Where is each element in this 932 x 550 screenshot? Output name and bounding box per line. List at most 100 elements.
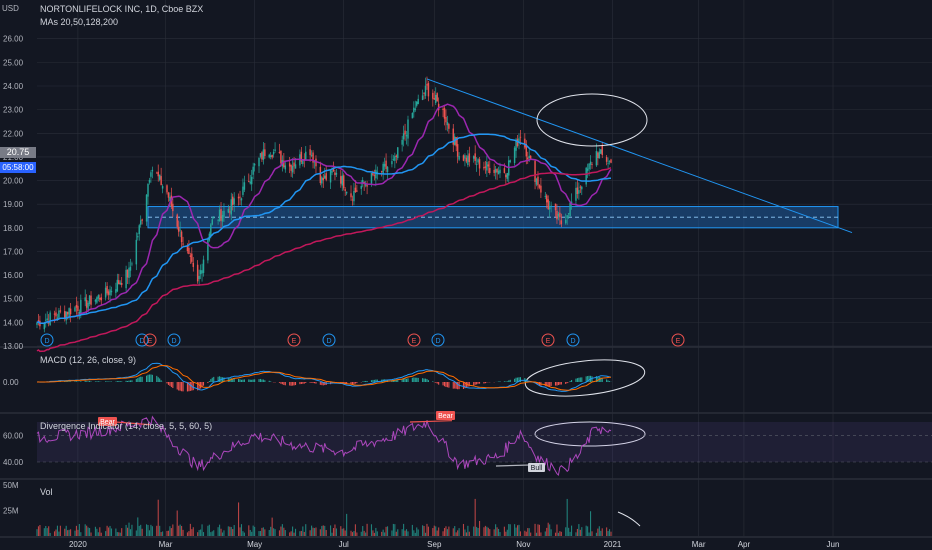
- candle-body: [104, 287, 107, 298]
- volume-title: Vol: [40, 487, 53, 497]
- candle-body: [382, 163, 384, 175]
- ma-200-line: [36, 167, 612, 353]
- candle-body: [581, 186, 583, 190]
- candle-body: [601, 145, 603, 156]
- event-marker-label: D: [570, 338, 575, 345]
- event-marker-label: D: [326, 338, 331, 345]
- candle-body: [233, 198, 235, 205]
- candle-body: [600, 149, 602, 154]
- candle-body: [36, 322, 38, 325]
- candle-body: [585, 167, 587, 185]
- annotation-ellipse-rsi: [534, 421, 646, 447]
- annotation-ellipse-macd: [524, 359, 646, 397]
- candle-body: [424, 85, 427, 96]
- candle-body: [207, 238, 209, 261]
- candle-body: [176, 214, 178, 227]
- candle-body: [578, 190, 580, 194]
- candle-body: [220, 208, 222, 221]
- candle-body: [344, 189, 346, 191]
- candle-body: [505, 174, 507, 178]
- candle-body: [138, 225, 140, 235]
- candle-body: [210, 224, 212, 237]
- candle-body: [177, 226, 180, 232]
- earnings-marker: E: [671, 333, 685, 347]
- candle-body: [538, 185, 541, 188]
- candle-body: [290, 165, 292, 171]
- candle-body: [591, 164, 593, 165]
- candle-body: [487, 164, 490, 167]
- divergence-title: Divergence Indicator (14, close, 5, 5, 6…: [40, 421, 213, 431]
- candle-body: [80, 299, 82, 316]
- candle-body: [180, 231, 183, 243]
- candle-body: [608, 161, 611, 162]
- time-tick-label: Sep: [427, 540, 442, 549]
- candle-body: [169, 196, 171, 201]
- candle-body: [566, 215, 568, 219]
- rsi-tick-label: 40.00: [3, 458, 24, 467]
- dividend-marker: D: [40, 333, 54, 347]
- candle-body: [335, 172, 338, 175]
- candle-body: [58, 310, 60, 318]
- candle-body: [569, 202, 571, 217]
- macd-signal-line: [37, 364, 611, 391]
- candle-body: [229, 211, 231, 213]
- candle-body: [88, 295, 91, 305]
- candle-body: [119, 282, 121, 285]
- price-tick-label: 24.00: [3, 82, 24, 91]
- event-marker-label: D: [435, 338, 440, 345]
- candle-body: [158, 174, 161, 180]
- candle-body: [380, 171, 383, 172]
- candle-body: [465, 157, 468, 162]
- candle-body: [610, 159, 612, 163]
- candle-body: [274, 149, 276, 151]
- candle-body: [509, 160, 511, 162]
- candle-body: [455, 137, 457, 147]
- candle-body: [484, 166, 487, 168]
- candle-body: [598, 151, 601, 159]
- bear-tag-label: Bear: [438, 413, 453, 420]
- candle-body: [364, 183, 367, 186]
- candle-body: [305, 151, 307, 160]
- candle-body: [141, 219, 143, 221]
- candle-body: [46, 318, 48, 321]
- candle-body: [518, 138, 520, 143]
- candle-body: [321, 177, 323, 184]
- candle-body: [605, 157, 608, 162]
- candle-body: [394, 156, 396, 161]
- candle-body: [366, 185, 368, 187]
- candle-body: [334, 172, 336, 176]
- countdown-badge: 05:58:00: [0, 162, 36, 173]
- candle-body: [120, 283, 123, 285]
- candle-body: [405, 135, 408, 137]
- candle-body: [261, 152, 263, 160]
- candle-body: [199, 270, 202, 275]
- candle-body: [345, 191, 348, 194]
- candle-body: [271, 154, 273, 158]
- candle-body: [84, 297, 86, 302]
- candle-body: [129, 266, 132, 271]
- candle-body: [524, 138, 526, 148]
- candle-body: [249, 181, 251, 184]
- candle-body: [189, 255, 192, 257]
- candle-body: [242, 186, 244, 195]
- candle-body: [278, 151, 281, 154]
- candle-body: [544, 195, 547, 197]
- candle-body: [525, 144, 528, 157]
- time-tick-label: Mar: [159, 540, 173, 549]
- candle-body: [324, 175, 326, 179]
- candle-body: [147, 183, 149, 197]
- candle-body: [493, 169, 495, 173]
- candle-body: [503, 168, 506, 173]
- candle-body: [475, 164, 478, 166]
- candle-body: [250, 176, 253, 185]
- candle-body: [293, 162, 295, 167]
- candle-body: [156, 172, 158, 174]
- price-tick-label: 17.00: [3, 247, 24, 256]
- candle-body: [253, 163, 256, 166]
- candle-body: [107, 291, 110, 295]
- candle-body: [373, 175, 376, 177]
- candle-body: [106, 285, 108, 294]
- candle-body: [300, 151, 303, 162]
